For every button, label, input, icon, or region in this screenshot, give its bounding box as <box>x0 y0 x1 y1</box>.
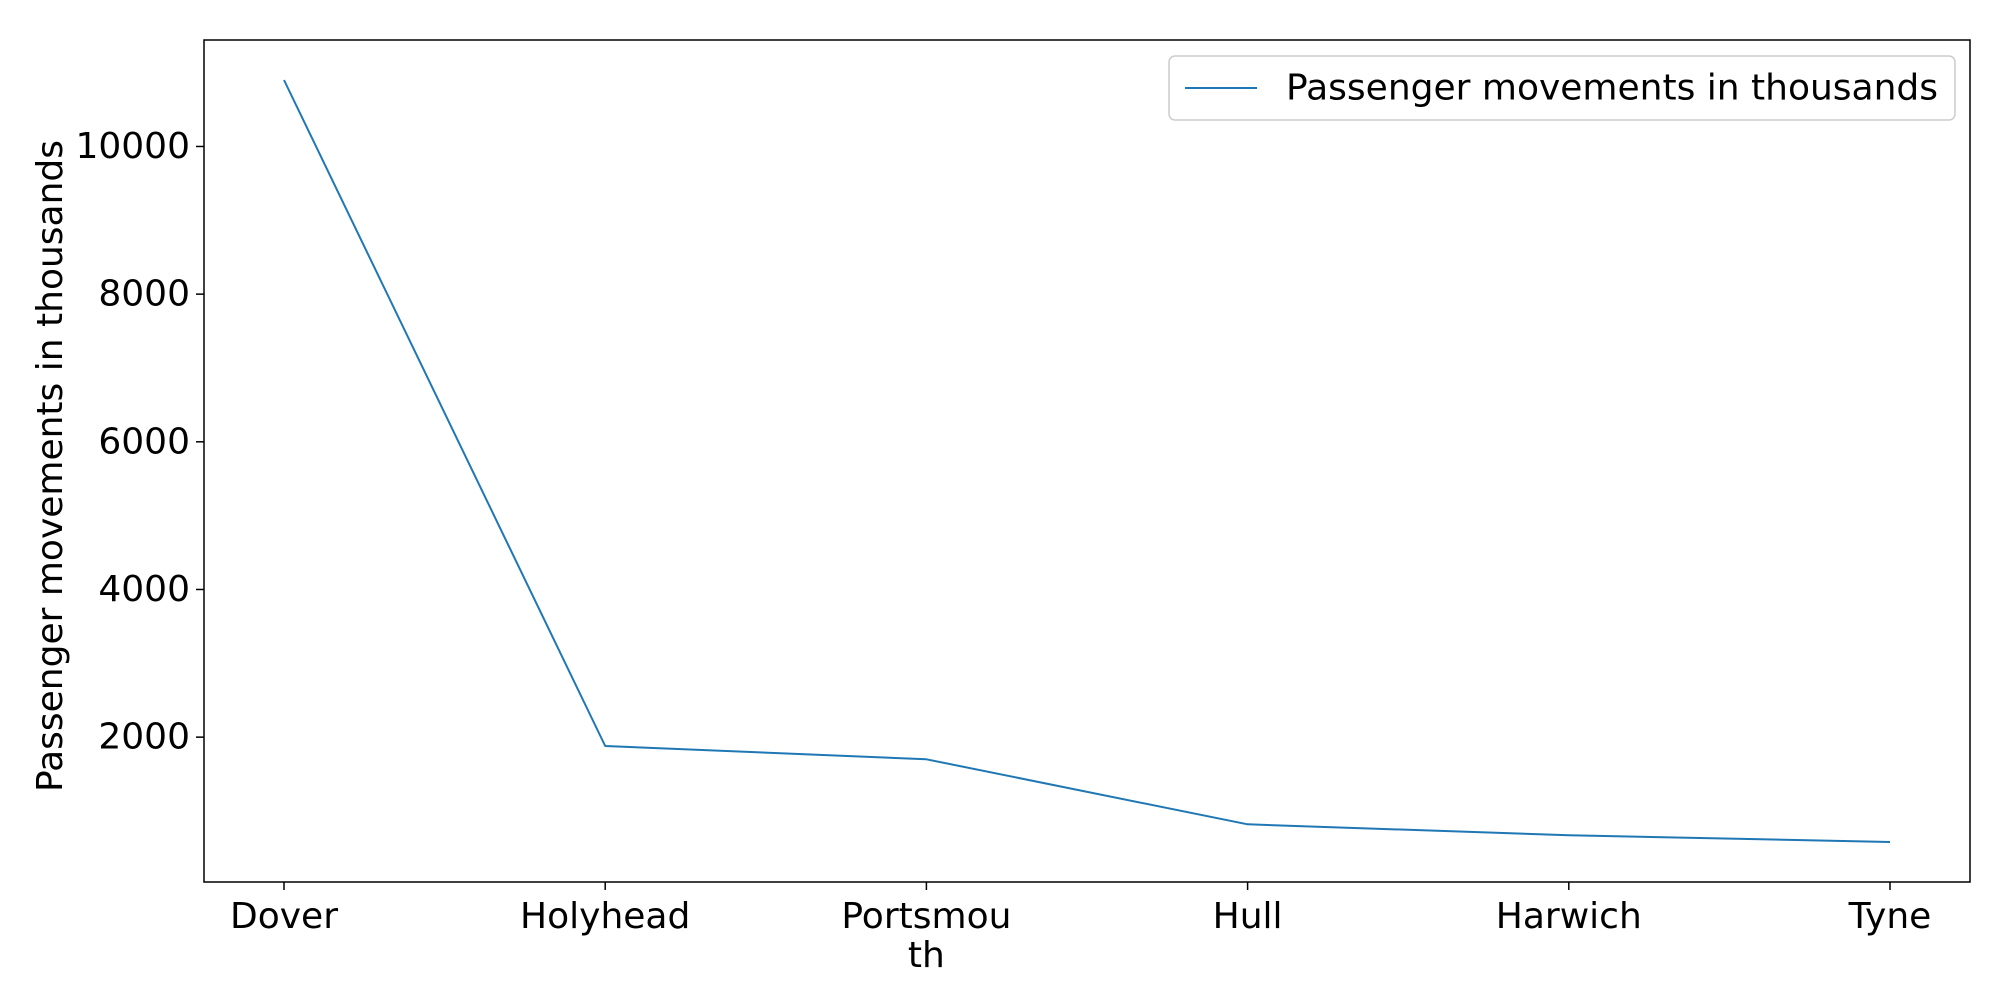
y-axis-label: Passenger movements in thousands <box>30 140 71 792</box>
plot-area <box>203 39 1971 883</box>
legend-box <box>1168 55 1956 121</box>
x-tick-label: Holyhead <box>520 896 690 937</box>
y-axis: 2000 4000 6000 8000 10000 <box>75 126 204 758</box>
series-layer <box>283 79 1891 843</box>
x-axis: Dover Holyhead Portsmou th Hull Harwich Tyne <box>230 882 1931 976</box>
x-tick-label: Portsmou th <box>841 896 1011 976</box>
x-tick-label: Tyne <box>1848 896 1932 937</box>
y-tick-label: 2000 <box>98 717 190 758</box>
x-tick-label: Hull <box>1213 896 1283 937</box>
x-tick-label: Harwich <box>1496 896 1642 937</box>
legend: Passenger movements in thousands <box>1168 55 1956 121</box>
y-tick-label: 10000 <box>75 126 190 167</box>
x-tick-label: Dover <box>230 896 338 937</box>
series-line <box>283 79 1891 843</box>
plot-frame <box>203 39 1971 883</box>
y-tick-label: 8000 <box>98 274 190 315</box>
legend-entry-label: Passenger movements in thousands <box>1286 68 1938 109</box>
y-tick-label: 4000 <box>98 569 190 610</box>
y-tick-label: 6000 <box>98 421 190 462</box>
